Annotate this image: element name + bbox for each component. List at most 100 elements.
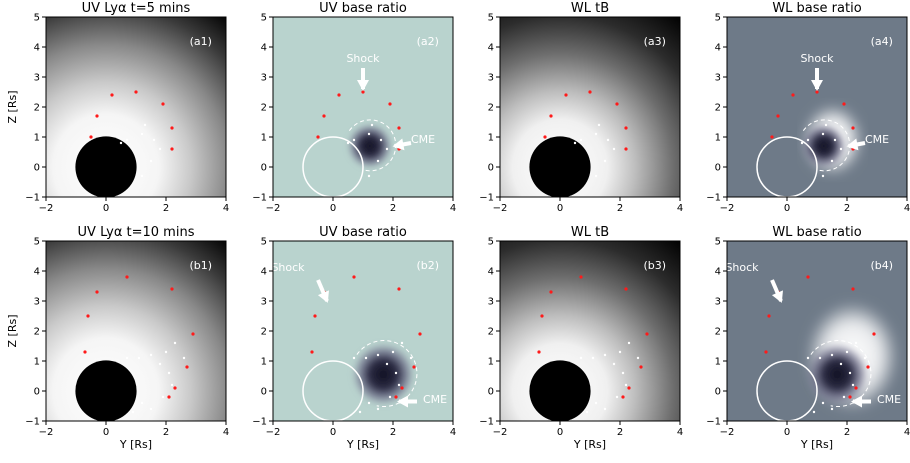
y-tick-label: 1 <box>488 133 494 144</box>
y-tick-label: 2 <box>261 103 267 114</box>
cme-point <box>131 410 135 414</box>
cme-point <box>585 410 589 414</box>
sun-limb <box>302 136 364 197</box>
cme-point <box>839 147 843 151</box>
annotation-arrow-head <box>771 290 783 303</box>
shock-point <box>400 386 404 390</box>
panel-a2: Shock CME (a2) UV base ratio −2 0 2 4 −1 0 1 2 3 4 5 <box>252 1 456 214</box>
cme-point <box>854 341 858 345</box>
panel-label: (a1) <box>190 35 212 48</box>
cme-point <box>352 356 356 360</box>
y-tick-label: −1 <box>252 417 267 428</box>
x-tick-label: 2 <box>844 427 850 438</box>
shock-point <box>322 114 326 118</box>
y-tick-label: 1 <box>34 357 40 368</box>
y-tick-label: 5 <box>715 237 721 248</box>
y-tick-label: 5 <box>34 237 40 248</box>
shock-point <box>579 275 583 279</box>
panel-a3: (a3) WL tB −2 0 2 4 −1 0 1 2 3 4 5 <box>479 1 683 214</box>
x-tick-label: 4 <box>450 427 456 438</box>
cme-point <box>863 356 867 360</box>
y-tick-label: −1 <box>252 193 267 204</box>
y-tick-label: 3 <box>34 73 40 84</box>
x-tick-label: 4 <box>904 203 910 214</box>
shock-point <box>83 350 87 354</box>
cme-point <box>621 371 625 375</box>
cme-point <box>161 395 165 399</box>
panel-b4: Shock CME (b4) WL base ratio −2 0 2 4 −1 0 1 2 3 4 5 Y … <box>706 225 910 451</box>
cme-point <box>149 353 153 357</box>
cme-point <box>821 174 825 178</box>
cme-point <box>848 371 852 375</box>
cme-point <box>597 123 601 127</box>
sun-limb <box>302 360 364 421</box>
panel-title: UV base ratio <box>319 1 407 16</box>
x-tick-label: 2 <box>163 427 169 438</box>
cme-point <box>125 356 129 360</box>
shock-point <box>848 395 852 399</box>
x-tick-label: 2 <box>163 203 169 214</box>
cme-point <box>579 138 583 142</box>
cme-point <box>376 159 380 163</box>
x-tick-label: 0 <box>784 203 790 214</box>
panel-a1: (a1) UV Lyα t=5 mins −2 0 2 4 −1 0 1 2 3 4 5 Z [Rs] <box>6 1 229 214</box>
panel-b1: (b1) UV Lyα t=10 mins −2 0 2 4 −1 0 1 2 3 4 5 Z [Rs] Y… <box>6 225 229 451</box>
x-tick-label: 4 <box>450 203 456 214</box>
cme-dark-core <box>351 342 415 406</box>
cme-point <box>167 371 171 375</box>
y-tick-label: 0 <box>715 387 721 398</box>
shock-point <box>394 395 398 399</box>
cme-point <box>140 132 144 136</box>
shock-point <box>110 93 114 97</box>
y-tick-label: 3 <box>488 297 494 308</box>
shock-point <box>770 135 774 139</box>
x-tick-label: 0 <box>557 427 563 438</box>
cme-point <box>627 341 631 345</box>
x-axis-label: Y [Rs] <box>346 438 379 451</box>
shock-point <box>313 314 317 318</box>
panel-title: WL tB <box>571 1 609 16</box>
x-axis-label: Y [Rs] <box>573 438 606 451</box>
panel-label: (b1) <box>190 259 213 272</box>
shock-point <box>86 314 90 318</box>
cme-point <box>624 383 628 387</box>
sun-disk <box>75 136 137 197</box>
x-tick-label: 0 <box>330 203 336 214</box>
cme-point <box>385 362 389 366</box>
panel-title: UV base ratio <box>319 225 407 240</box>
shock-point <box>543 135 547 139</box>
shock-point <box>397 287 401 291</box>
shock-point <box>624 126 628 130</box>
annotation-label: CME <box>865 133 889 146</box>
cme-point <box>818 356 822 360</box>
shock-point <box>866 365 870 369</box>
y-tick-label: 4 <box>34 267 40 278</box>
y-tick-label: 1 <box>488 357 494 368</box>
y-tick-label: 2 <box>34 103 40 114</box>
annotation-arrow-head <box>846 138 859 151</box>
cme-point <box>579 356 583 360</box>
cme-point <box>603 407 607 411</box>
cme-point <box>824 123 828 127</box>
panel-title: UV Lyα t=10 mins <box>78 225 195 240</box>
panel-image <box>46 17 226 197</box>
x-tick-label: 0 <box>103 427 109 438</box>
y-tick-label: 2 <box>488 103 494 114</box>
shock-point <box>621 395 625 399</box>
y-tick-label: 3 <box>261 297 267 308</box>
shock-point <box>627 386 631 390</box>
annotation-label: CME <box>411 133 435 146</box>
cme-point <box>612 147 616 151</box>
cme-point <box>388 395 392 399</box>
cme-point <box>367 132 371 136</box>
cme-point <box>164 350 168 354</box>
sun-disk <box>529 360 591 421</box>
shock-point <box>161 102 165 106</box>
cme-dashed-contour <box>802 119 851 172</box>
x-tick-label: 0 <box>103 203 109 214</box>
cme-dark-core <box>801 123 847 169</box>
y-tick-label: 1 <box>715 357 721 368</box>
annotation-label: Shock <box>346 52 380 65</box>
y-tick-label: 5 <box>34 13 40 24</box>
annotation-arrow-head <box>851 395 862 408</box>
